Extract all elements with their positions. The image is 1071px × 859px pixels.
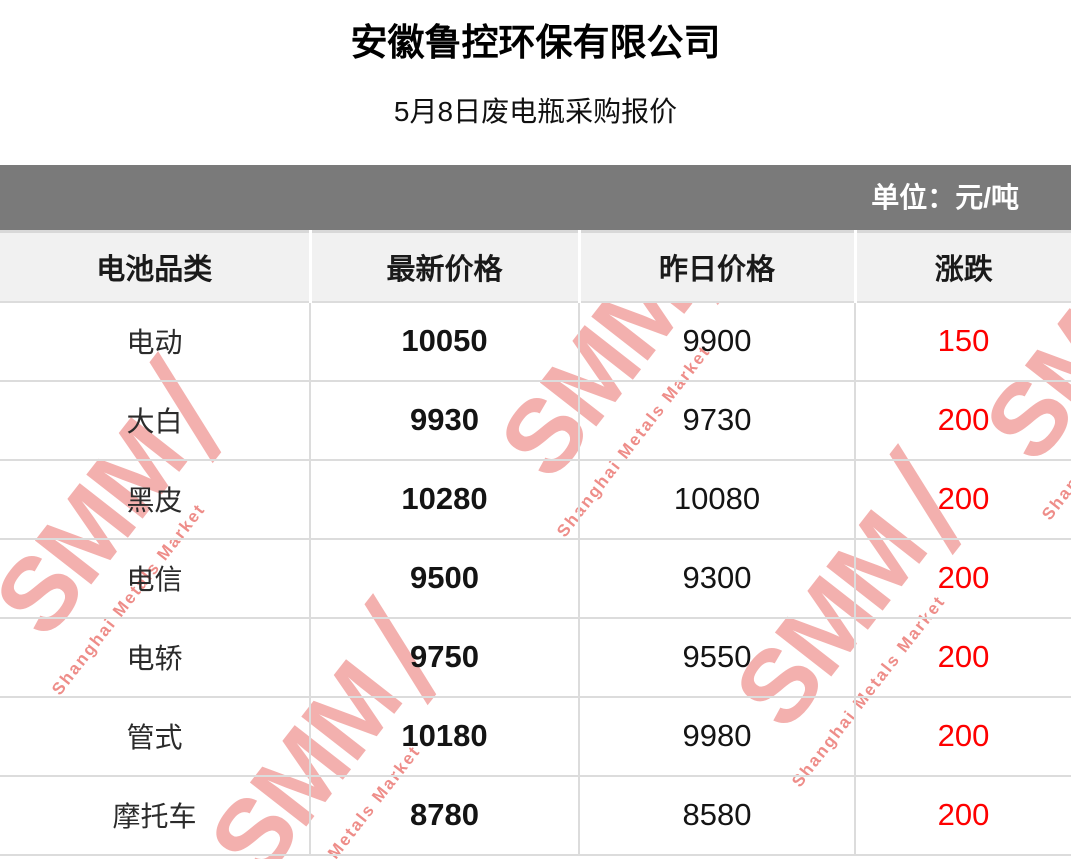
yesterday-price-cell: 9730 <box>579 380 856 461</box>
yesterday-price-cell: 10080 <box>579 459 856 540</box>
column-header-latest-price: 最新价格 <box>310 230 581 303</box>
table-header-row: 电池品类 最新价格 昨日价格 涨跌 <box>0 230 1071 303</box>
battery-category-cell: 电动 <box>0 301 311 382</box>
change-cell: 200 <box>855 380 1071 461</box>
battery-category-cell: 摩托车 <box>0 775 311 856</box>
table-row: 电轿 9750 9550 200 <box>0 617 1071 698</box>
unit-bar: 单位：元/吨 <box>0 165 1071 230</box>
latest-price-cell: 9930 <box>310 380 580 461</box>
table-row: 大白 9930 9730 200 <box>0 380 1071 461</box>
table-row: 电动 10050 9900 150 <box>0 301 1071 382</box>
change-cell: 200 <box>855 696 1071 777</box>
table-row: 管式 10180 9980 200 <box>0 696 1071 777</box>
yesterday-price-cell: 9980 <box>579 696 856 777</box>
table-row: 电信 9500 9300 200 <box>0 538 1071 619</box>
battery-category-cell: 管式 <box>0 696 311 777</box>
battery-category-cell: 电信 <box>0 538 311 619</box>
latest-price-cell: 8780 <box>310 775 580 856</box>
price-table: 电池品类 最新价格 昨日价格 涨跌 电动 10050 9900 150 大白 9… <box>0 230 1071 856</box>
page-title: 安徽鲁控环保有限公司 <box>350 22 721 63</box>
masthead: 安徽鲁控环保有限公司 5月8日废电瓶采购报价 <box>0 0 1071 165</box>
table-row: 摩托车 8780 8580 200 <box>0 775 1071 856</box>
change-cell: 200 <box>855 459 1071 540</box>
column-header-change: 涨跌 <box>855 230 1071 303</box>
battery-category-cell: 电轿 <box>0 617 311 698</box>
yesterday-price-cell: 8580 <box>579 775 856 856</box>
latest-price-cell: 10050 <box>310 301 580 382</box>
yesterday-price-cell: 9900 <box>579 301 856 382</box>
yesterday-price-cell: 9550 <box>579 617 856 698</box>
change-cell: 150 <box>855 301 1071 382</box>
column-header-yesterday-price: 昨日价格 <box>579 230 857 303</box>
latest-price-cell: 9750 <box>310 617 580 698</box>
unit-label: 单位：元/吨 <box>871 182 1019 213</box>
change-cell: 200 <box>855 775 1071 856</box>
battery-category-cell: 大白 <box>0 380 311 461</box>
table-body: 电动 10050 9900 150 大白 9930 9730 200 黑皮 10… <box>0 301 1071 856</box>
latest-price-cell: 10280 <box>310 459 580 540</box>
change-cell: 200 <box>855 538 1071 619</box>
column-header-battery-category: 电池品类 <box>0 230 312 303</box>
page-subtitle: 5月8日废电瓶采购报价 <box>393 96 678 127</box>
latest-price-cell: 10180 <box>310 696 580 777</box>
latest-price-cell: 9500 <box>310 538 580 619</box>
yesterday-price-cell: 9300 <box>579 538 856 619</box>
table-row: 黑皮 10280 10080 200 <box>0 459 1071 540</box>
battery-category-cell: 黑皮 <box>0 459 311 540</box>
change-cell: 200 <box>855 617 1071 698</box>
